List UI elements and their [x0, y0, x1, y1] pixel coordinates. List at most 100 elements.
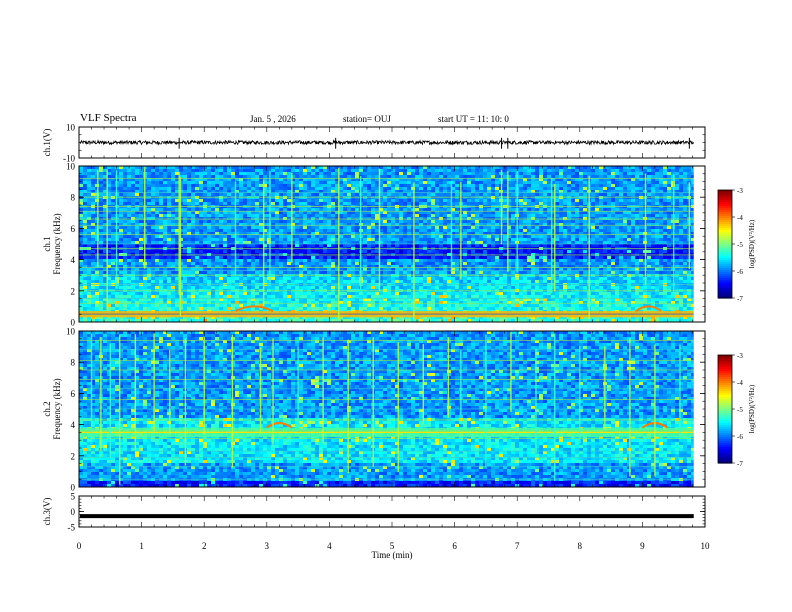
spectrogram-cell — [231, 166, 235, 169]
spectrogram-cell — [367, 187, 371, 190]
spectrogram-cell — [355, 241, 359, 244]
spectrogram-cell — [131, 193, 135, 196]
spectrogram-cell — [423, 172, 427, 175]
spectrogram-cell — [275, 169, 279, 172]
spectrogram-cell — [239, 250, 243, 253]
spectrogram-cell — [111, 235, 115, 238]
spectrogram-cell — [311, 184, 315, 187]
spectrogram-cell — [407, 232, 411, 235]
spectrogram-cell — [271, 223, 275, 226]
spectrogram-cell — [395, 226, 399, 229]
spectrogram-cell — [351, 220, 355, 223]
spectrogram-cell — [139, 262, 143, 265]
spectrogram-cell — [403, 199, 407, 202]
spectrogram-cell — [367, 301, 371, 304]
spectrogram-cell — [83, 256, 87, 259]
spectrogram-cell — [215, 280, 219, 283]
spectrogram-cell — [91, 304, 95, 307]
spectrogram-cell — [247, 262, 251, 265]
spectrogram-cell — [339, 265, 343, 268]
spectrogram-cell — [331, 229, 335, 232]
spectrogram-cell — [327, 244, 331, 247]
spectrogram-cell — [251, 193, 255, 196]
spectrogram-cell — [383, 259, 387, 262]
spectrogram-cell — [415, 253, 419, 256]
spectrogram-cell — [343, 319, 347, 322]
spectrogram-cell — [255, 307, 259, 310]
spectrogram-cell — [167, 184, 171, 187]
spectrogram-cell — [407, 280, 411, 283]
spectrogram-cell — [403, 211, 407, 214]
spectrogram-cell — [191, 319, 195, 322]
spectrogram-cell — [447, 202, 451, 205]
spectrogram-cell — [127, 214, 131, 217]
spectrogram-cell — [259, 262, 263, 265]
spectrogram-cell — [299, 319, 303, 322]
spectrogram-cell — [195, 229, 199, 232]
spectrogram-cell — [107, 301, 111, 304]
spectrogram-cell — [151, 244, 155, 247]
spectrogram-cell — [395, 262, 399, 265]
spectrogram-cell — [191, 271, 195, 274]
spectrogram-cell — [95, 217, 99, 220]
spectrogram-cell — [451, 208, 455, 211]
spectrogram-cell — [215, 301, 219, 304]
spectrogram-cell — [311, 286, 315, 289]
spectrogram-cell — [163, 238, 167, 241]
spectrogram-cell — [83, 265, 87, 268]
spectrogram-cell — [335, 319, 339, 322]
spectrogram-cell — [103, 271, 107, 274]
spectrogram-cell — [315, 298, 319, 301]
spectrogram-cell — [427, 229, 431, 232]
spectrogram-cell — [327, 265, 331, 268]
spectrogram-cell — [163, 304, 167, 307]
spectrogram-cell — [395, 166, 399, 169]
spectrogram-cell — [335, 181, 339, 184]
spectrogram-cell — [403, 217, 407, 220]
spectrogram-cell — [95, 271, 99, 274]
spectrogram-cell — [395, 178, 399, 181]
spectrogram-cell — [315, 241, 319, 244]
spectrogram-cell — [399, 208, 403, 211]
spectrogram-cell — [103, 262, 107, 265]
spectrogram-cell — [387, 307, 391, 310]
spectrogram-cell — [179, 316, 183, 319]
spectrogram-cell — [411, 199, 415, 202]
spectrogram-cell — [335, 238, 339, 241]
spectrogram-cell — [287, 265, 291, 268]
spectrogram-cell — [347, 259, 351, 262]
spectrogram-cell — [223, 298, 227, 301]
spectrogram-cell — [375, 319, 379, 322]
spectrogram-cell — [275, 190, 279, 193]
spectrogram-cell — [351, 265, 355, 268]
spectrogram-cell — [219, 271, 223, 274]
spectrogram-cell — [427, 190, 431, 193]
spectrogram-cell — [155, 178, 159, 181]
spectrogram-cell — [355, 235, 359, 238]
spectrogram-cell — [79, 253, 83, 256]
spectrogram-cell — [271, 226, 275, 229]
spectrogram-cell — [91, 292, 95, 295]
spectrogram-cell — [251, 211, 255, 214]
spectrogram-cell — [375, 250, 379, 253]
spectrogram-cell — [91, 295, 95, 298]
spectrogram-cell — [407, 229, 411, 232]
spectrogram-cell — [87, 292, 91, 295]
spectrogram-cell — [427, 223, 431, 226]
spectrogram-cell — [263, 181, 267, 184]
spectrogram-cell — [79, 265, 83, 268]
spectrogram-cell — [139, 226, 143, 229]
spectrogram-cell — [115, 319, 119, 322]
spectrogram-cell — [91, 211, 95, 214]
spectrogram-cell — [155, 220, 159, 223]
spectrogram-cell — [335, 178, 339, 181]
spectrogram-cell — [271, 268, 275, 271]
spectrogram-cell — [79, 238, 83, 241]
spectrogram-cell — [299, 175, 303, 178]
spectrogram-cell — [163, 193, 167, 196]
spectrogram-cell — [391, 280, 395, 283]
spectrogram-cell — [279, 166, 283, 169]
spectrogram-cell — [307, 187, 311, 190]
spectrogram-cell — [403, 214, 407, 217]
spectrogram-cell — [407, 217, 411, 220]
